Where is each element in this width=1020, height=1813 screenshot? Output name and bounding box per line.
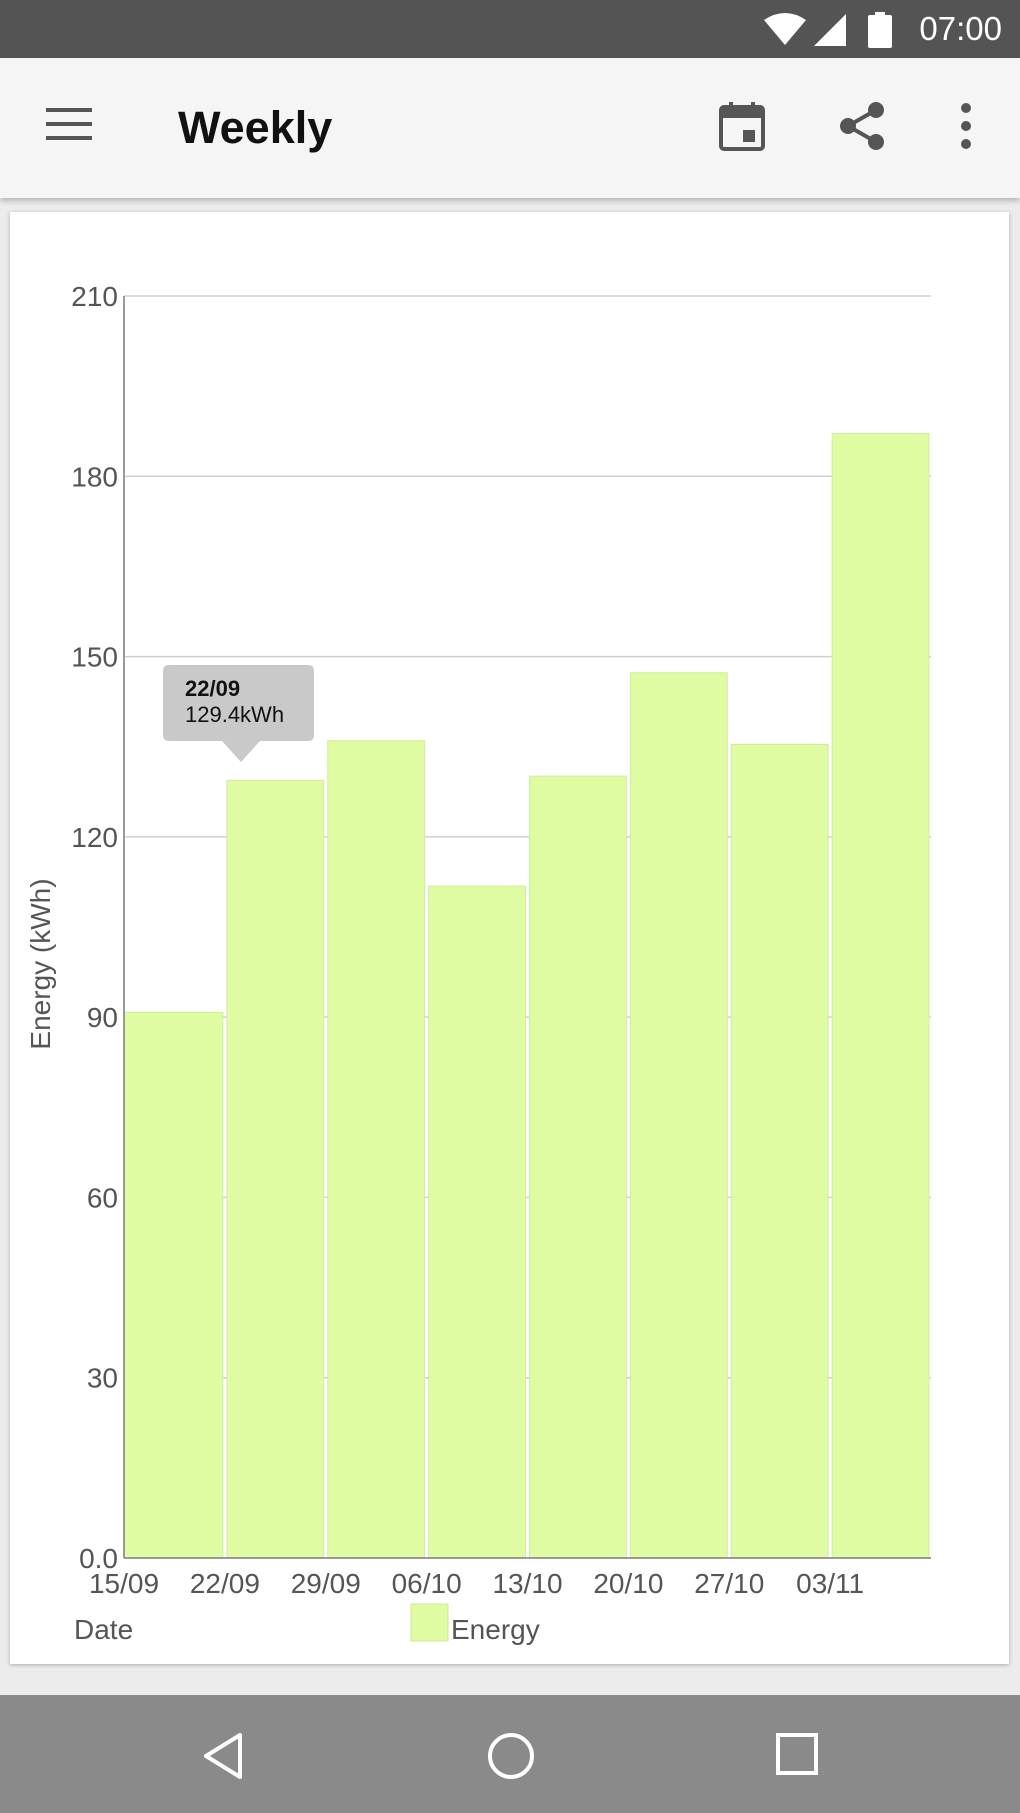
tooltip-bubble <box>163 665 314 762</box>
home-circle-icon[interactable] <box>486 1731 536 1781</box>
x-tick-label: 15/09 <box>89 1568 159 1599</box>
status-bar: 07:00 <box>0 0 1020 58</box>
tooltip: 22/09 129.4kWh <box>163 665 314 762</box>
x-tick-label: 03/11 <box>796 1568 864 1599</box>
x-tick-label: 27/10 <box>694 1568 764 1599</box>
legend-swatch <box>410 1603 449 1642</box>
x-tick-label: 13/10 <box>492 1568 562 1599</box>
y-tick-label: 180 <box>71 461 118 492</box>
x-axis-label: Date <box>74 1614 133 1645</box>
bar-27-10[interactable] <box>730 743 829 1559</box>
x-tick-label: 20/10 <box>593 1568 663 1599</box>
tooltip-value: 129.4kWh <box>185 702 284 727</box>
bar-13-10[interactable] <box>529 775 627 1559</box>
tick-labels: 0.0 30 60 90 120 150 180 210 15/09 22/09 29/09 06/1… <box>71 281 864 1599</box>
x-tick-label: 06/10 <box>392 1568 462 1599</box>
bar-20-10[interactable] <box>629 672 728 1559</box>
y-tick-label: 210 <box>71 281 118 312</box>
page-title: Weekly <box>178 102 333 153</box>
calendar-icon[interactable] <box>716 100 768 152</box>
y-tick-label: 120 <box>71 822 118 853</box>
energy-bar-chart: 0.0 30 60 90 120 150 180 210 15/09 22/09 29/09 06/1… <box>25 281 931 1645</box>
axes <box>123 296 931 1559</box>
bar-03-11[interactable] <box>831 433 930 1559</box>
clock-time: 07:00 <box>919 10 1002 47</box>
chart-card: 0.0 30 60 90 120 150 180 210 15/09 22/09 29/09 06/1… <box>10 212 1009 1664</box>
bars <box>123 433 930 1559</box>
y-tick-label: 60 <box>87 1182 118 1213</box>
y-tick-label: 0.0 <box>79 1543 118 1574</box>
wifi-icon <box>764 13 806 45</box>
tooltip-date: 22/09 <box>185 676 240 701</box>
y-tick-label: 90 <box>87 1002 118 1033</box>
recents-square-icon[interactable] <box>774 1731 820 1777</box>
bar-29-09[interactable] <box>327 740 426 1559</box>
x-tick-label: 29/09 <box>291 1568 361 1599</box>
y-axis-label: Energy (kWh) <box>25 878 56 1049</box>
y-tick-label: 150 <box>71 642 118 673</box>
battery-icon <box>868 12 892 48</box>
cellular-signal-icon <box>814 14 846 46</box>
share-icon[interactable] <box>836 100 888 152</box>
back-triangle-icon[interactable] <box>200 1731 248 1781</box>
y-tick-label: 30 <box>87 1363 118 1394</box>
x-tick-label: 22/09 <box>190 1568 260 1599</box>
app-bar: Weekly <box>0 58 1020 198</box>
more-vert-icon[interactable] <box>950 102 982 152</box>
bar-06-10[interactable] <box>428 885 526 1559</box>
system-nav-bar <box>0 1695 1020 1813</box>
bar-15-09[interactable] <box>123 1011 224 1559</box>
hamburger-menu-icon[interactable] <box>44 104 96 144</box>
legend-label: Energy <box>451 1614 540 1645</box>
bar-22-09[interactable] <box>226 779 325 1559</box>
